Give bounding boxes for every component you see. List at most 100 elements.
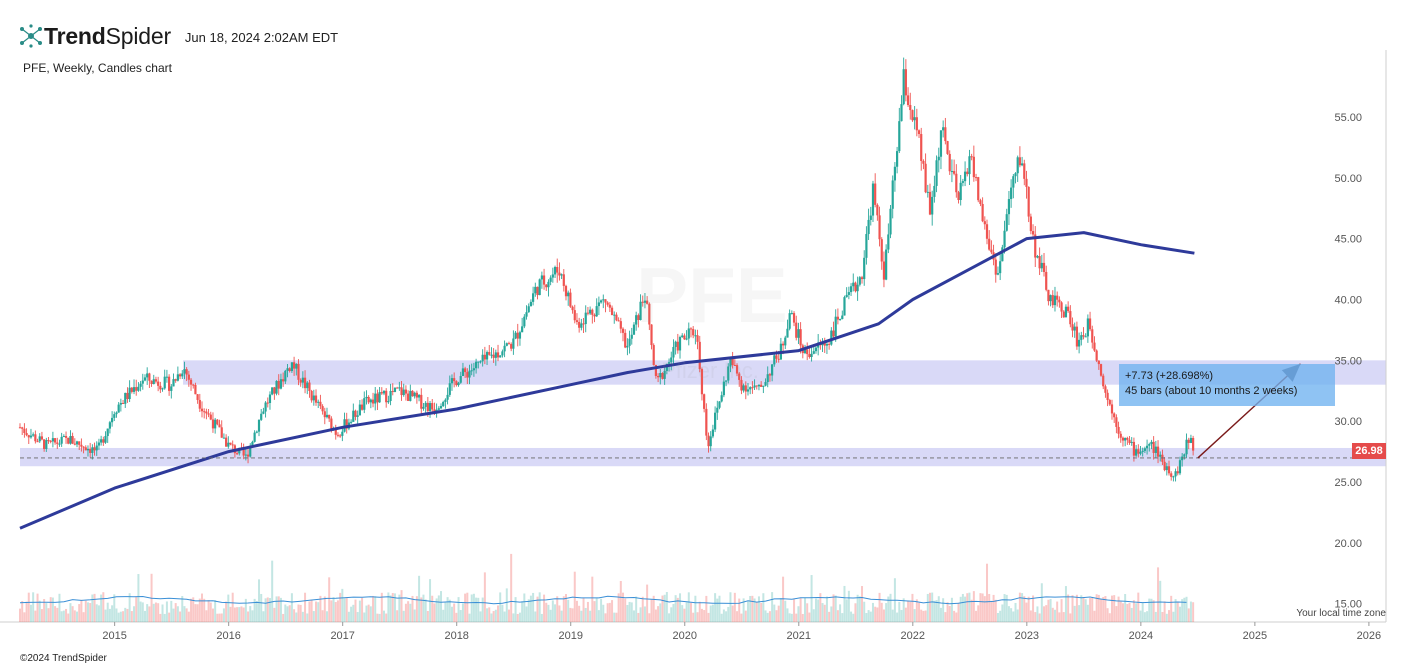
candle-body [1126,437,1129,440]
volume-bar [345,598,348,622]
candle-body [953,171,956,174]
candle-body [1049,295,1052,302]
candle-body [1010,187,1013,200]
volume-bar [488,607,491,622]
candle-body [1113,413,1116,418]
candle-body [711,429,715,437]
volume-bar [1038,613,1041,622]
candle-body [1099,364,1103,376]
volume-bar [91,594,94,622]
candle-body [922,160,925,164]
candle-body [542,275,546,285]
volume-bar [266,597,269,622]
candle-body [306,382,309,389]
volume-bar [514,597,517,622]
candle-body [185,369,188,375]
volume-bar [907,601,910,622]
candle-body [858,277,861,285]
brand-light: Spider [105,22,171,49]
candle-body [321,406,324,412]
volume-bar [556,596,559,622]
candle-body [746,389,750,392]
candle-body [339,435,342,437]
volume-bar [628,601,631,622]
candle-body [909,105,912,111]
volume-bar [194,604,197,622]
candle-body [53,438,57,443]
measurement-duration: 45 bars (about 10 months 2 weeks) [1125,385,1298,397]
candle-body [444,399,447,402]
candle-body [718,401,721,408]
volume-bar [983,596,986,622]
volume-bar [613,612,616,622]
zone-1 [20,447,1386,467]
volume-bar [356,612,359,622]
volume-bar [170,600,173,622]
candle-body [317,401,320,403]
candle-body [955,173,958,193]
candle-body [968,156,971,175]
candle-body [222,437,226,439]
candle-body [229,442,232,445]
candle-body [341,431,344,436]
volume-bar [617,593,620,622]
candle-body [720,395,723,402]
volume-bar [499,592,502,622]
volume-bar [1150,598,1153,622]
volume-bar [409,603,412,622]
volume-bar [1032,595,1035,622]
candle-body [1062,311,1065,318]
candle-body [207,413,210,415]
candle-body [32,434,35,436]
volume-bar [880,602,883,622]
candle-body [157,381,160,386]
measurement-box[interactable]: +7.73 (+28.698%) 45 bars (about 10 month… [1119,364,1335,406]
volume-bar [760,602,763,622]
volume-bar [1165,613,1168,622]
candle-body [852,282,855,287]
volume-bar [856,594,859,622]
candle-body [266,402,269,404]
candle-body [1084,336,1087,338]
candle-body [944,127,947,142]
volume-bar [685,602,688,622]
volume-bar [249,606,252,622]
volume-bar [422,594,425,622]
volume-bar [562,596,565,622]
volume-bar [446,597,449,622]
volume-bar [1060,599,1063,622]
candle-body [279,379,283,389]
candle-body [1038,256,1041,269]
candle-body [1192,437,1195,451]
volume-bar [749,595,752,622]
candle-body [198,399,201,409]
candle-body [89,448,92,453]
candle-body [529,301,533,307]
candle-body [735,365,739,374]
volume-bar [468,613,471,622]
candle-body [957,192,960,200]
candle-body [203,411,206,413]
candle-body [797,329,800,338]
candle-body [1145,445,1149,449]
candle-body [527,306,530,313]
volume-bar [676,597,679,622]
candle-body [1064,306,1068,318]
candle-body [961,181,964,183]
volume-bar [1119,601,1122,622]
candle-body [939,130,943,157]
candle-body [194,384,197,395]
candle-body [924,163,927,193]
volume-bar [968,592,971,622]
volume-bar [1106,608,1109,622]
candle-body [1034,234,1037,258]
candle-body [196,394,199,400]
candle-body [632,324,636,335]
candle-body [898,121,901,152]
candle-body [913,117,916,121]
x-tick-label: 2016 [216,630,240,642]
volume-bar [343,598,346,622]
candle-body [485,352,489,360]
volume-bar [407,601,410,622]
volume-bar [549,609,552,622]
